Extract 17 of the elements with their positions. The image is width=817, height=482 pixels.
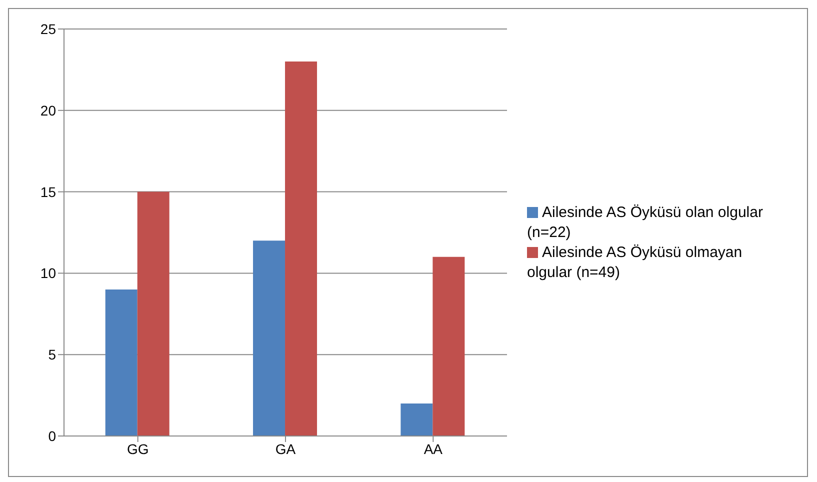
y-tick-label: 15 [40,184,56,200]
legend-label: Ailesinde AS Öyküsü olmayan olgular (n=49) [527,244,742,280]
bar [137,192,170,436]
y-tick-label: 20 [40,102,56,118]
x-tick-label: AA [424,440,444,457]
x-tick-label: GA [275,440,296,457]
legend-label: Ailesinde AS Öyküsü olan olgular (n=22) [527,204,763,240]
bar [253,240,286,436]
bar [400,403,433,436]
bar [105,289,138,436]
x-tick-label: GG [126,440,149,457]
y-tick-label: 10 [40,265,56,282]
bar [432,256,465,436]
y-tick-label: 5 [48,346,56,363]
y-tick-label: 0 [48,428,56,444]
y-tick-label: 25 [40,20,56,37]
bar [285,62,318,436]
